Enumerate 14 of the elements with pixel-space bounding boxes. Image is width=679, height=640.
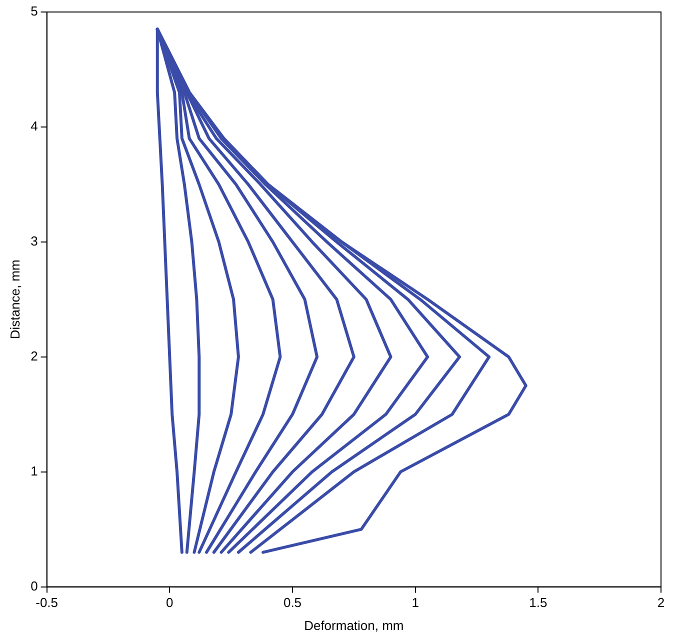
- y-tick-label: 2: [30, 348, 38, 364]
- x-tick-label: 0: [166, 595, 174, 610]
- x-axis-title: Deformation, mm: [304, 618, 404, 633]
- y-tick-label: 4: [30, 118, 38, 134]
- y-tick-label: 5: [30, 4, 38, 19]
- x-tick-label: 1.5: [529, 595, 548, 610]
- y-tick-label: 3: [30, 234, 38, 248]
- x-tick-label: 2: [657, 595, 665, 610]
- x-tick-label: 1: [412, 595, 419, 610]
- y-tick-label: 1: [30, 463, 38, 478]
- y-tick-label: 0: [30, 578, 38, 594]
- y-axis-title: Distance, mm: [7, 260, 22, 340]
- x-tick-label: 0.5: [283, 595, 302, 610]
- x-tick-label: -0.5: [36, 595, 58, 610]
